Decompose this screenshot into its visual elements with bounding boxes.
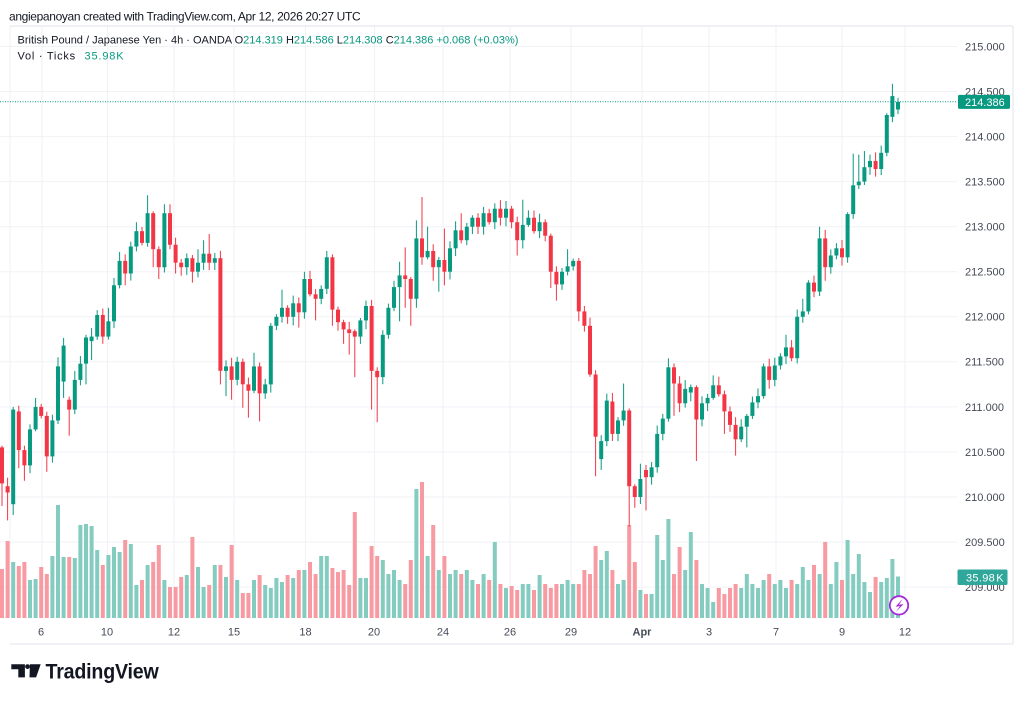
svg-text:6: 6 — [38, 627, 44, 639]
svg-text:12: 12 — [899, 627, 911, 639]
svg-text:7: 7 — [773, 627, 779, 639]
svg-text:10: 10 — [101, 627, 113, 639]
svg-text:26: 26 — [504, 627, 516, 639]
svg-text:213.000: 213.000 — [965, 222, 1005, 234]
svg-text:20: 20 — [368, 627, 380, 639]
svg-text:209.500: 209.500 — [965, 537, 1005, 549]
svg-text:211.500: 211.500 — [965, 357, 1004, 369]
svg-text:210.500: 210.500 — [965, 447, 1005, 459]
svg-text:29: 29 — [565, 627, 577, 639]
svg-text:212.500: 212.500 — [965, 267, 1005, 279]
svg-text:214.000: 214.000 — [965, 132, 1005, 144]
svg-text:12: 12 — [168, 627, 180, 639]
svg-text:15: 15 — [228, 627, 240, 639]
svg-text:angiepanoyan created with Trad: angiepanoyan created with TradingView.co… — [9, 10, 361, 24]
svg-text:Apr: Apr — [633, 627, 653, 639]
svg-text:24: 24 — [437, 627, 449, 639]
svg-text:214.386: 214.386 — [965, 97, 1005, 109]
svg-text:TradingView: TradingView — [46, 659, 160, 683]
svg-text:35.98 K: 35.98 K — [966, 573, 1004, 585]
svg-text:215.000: 215.000 — [965, 41, 1005, 53]
svg-text:213.500: 213.500 — [965, 177, 1005, 189]
svg-text:British Pound / Japanese Yen ·: British Pound / Japanese Yen · 4h · OAND… — [18, 35, 519, 47]
svg-text:3: 3 — [706, 627, 712, 639]
svg-text:212.000: 212.000 — [965, 312, 1005, 324]
svg-text:211.000: 211.000 — [965, 402, 1004, 414]
svg-text:18: 18 — [299, 627, 311, 639]
svg-text:210.000: 210.000 — [965, 492, 1005, 504]
svg-text:9: 9 — [839, 627, 845, 639]
